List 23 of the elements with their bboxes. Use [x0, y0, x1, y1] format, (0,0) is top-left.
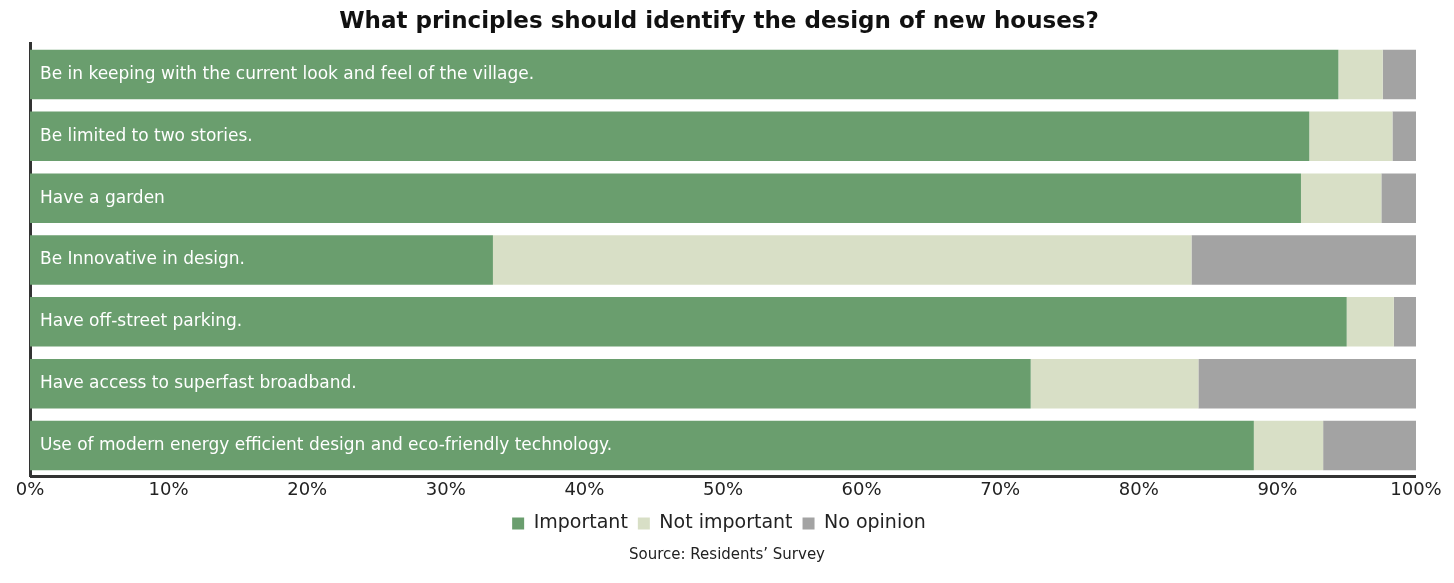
- y-tick-label: Be in keeping with the current look and feel of the village.: [40, 62, 535, 83]
- y-tick-label: Be limited to two stories.: [40, 124, 253, 145]
- y-tick-label: Have access to superfast broadband.: [40, 372, 357, 393]
- x-tick-label: 20%: [287, 477, 328, 499]
- x-tick-label: 80%: [1118, 477, 1159, 499]
- x-tick-label: 0%: [15, 477, 45, 499]
- y-tick-label: Be Innovative in design.: [40, 248, 245, 269]
- y-tick-label: Use of modern energy efficient design and eco-friendly technology.: [40, 433, 613, 454]
- source-note: Source: Residents’ Survey: [628, 545, 826, 563]
- x-tick-label: 30%: [425, 477, 466, 499]
- x-tick-label: 100%: [1390, 477, 1442, 499]
- legend-label: Important: [533, 510, 628, 533]
- x-tick-label: 70%: [980, 477, 1021, 499]
- x-tick-label: 10%: [148, 477, 189, 499]
- legend-label: No opinion: [824, 510, 926, 533]
- legend-label: Not important: [659, 510, 793, 533]
- x-tick-label: 50%: [702, 477, 744, 499]
- chart-title: What principles should identify the design of new houses?: [339, 6, 1099, 33]
- x-tick-label: 40%: [564, 477, 605, 499]
- x-tick-label: 60%: [841, 477, 882, 499]
- x-tick-label: 90%: [1257, 477, 1298, 499]
- y-tick-label: Have off-street parking.: [40, 310, 243, 331]
- y-tick-label: Have a garden: [40, 186, 165, 207]
